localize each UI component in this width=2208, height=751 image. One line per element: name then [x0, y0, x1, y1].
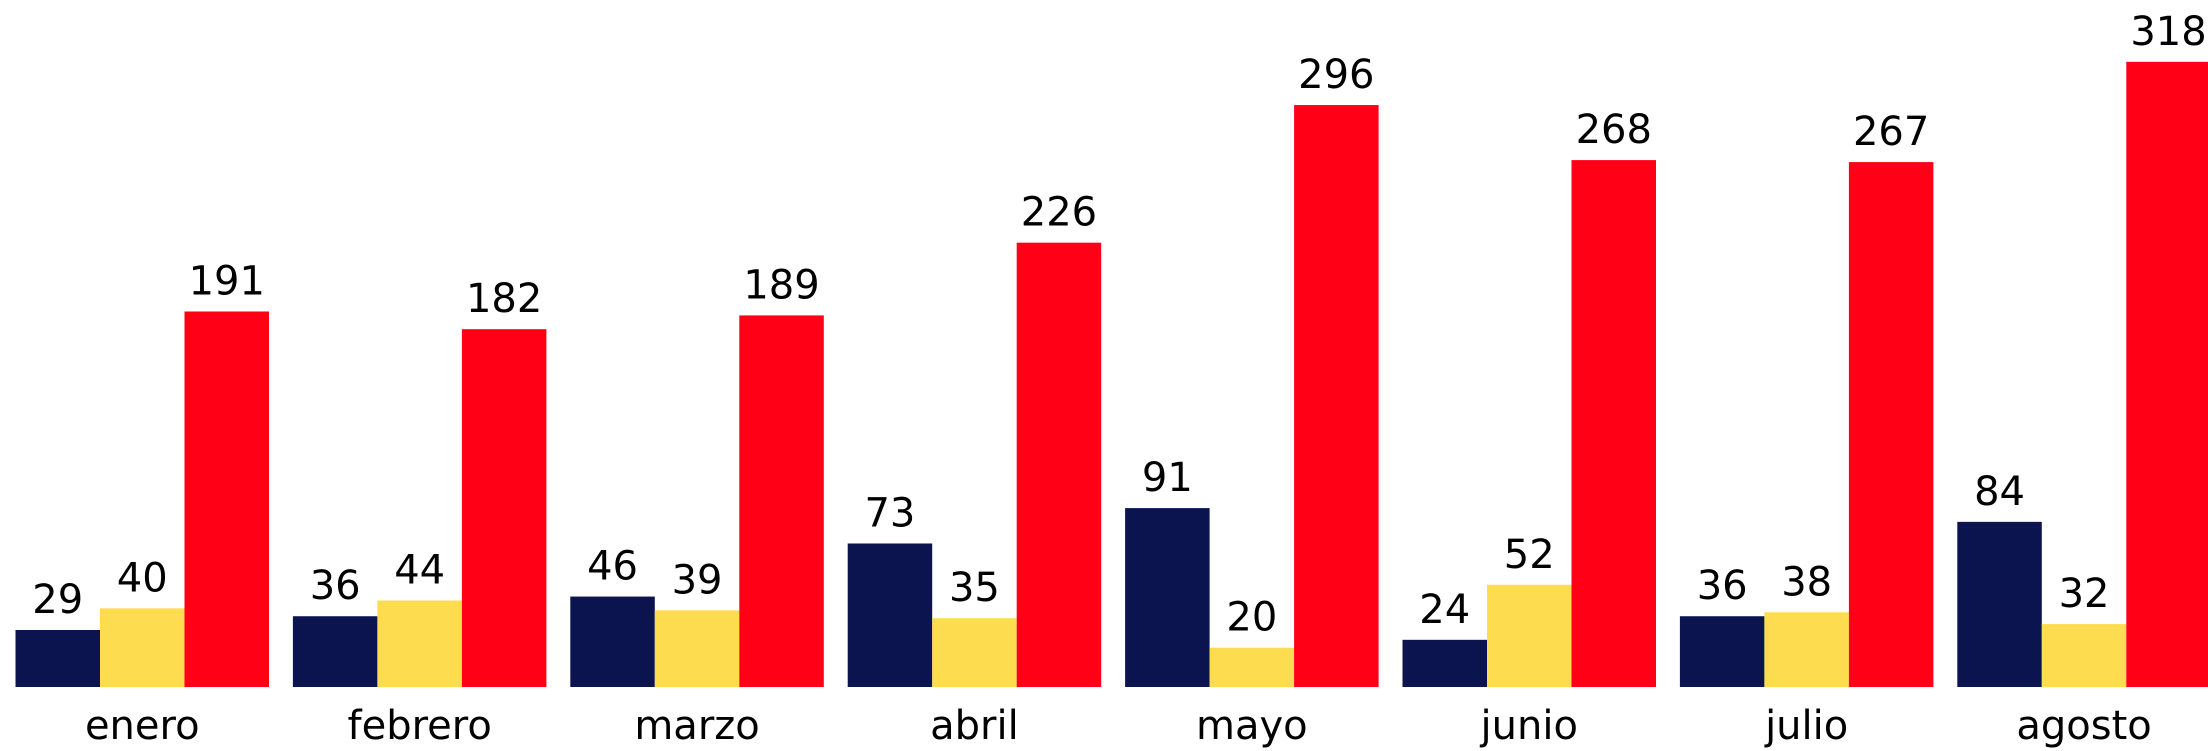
value-label: 191	[189, 258, 265, 304]
value-label: 46	[587, 544, 638, 590]
value-label: 318	[2130, 9, 2206, 55]
value-label: 40	[117, 555, 168, 601]
bar	[15, 629, 100, 687]
x-tick-label: agosto	[2016, 703, 2151, 749]
bar	[570, 596, 655, 687]
value-label: 44	[394, 547, 445, 593]
value-label: 268	[1576, 107, 1652, 153]
bar	[2041, 624, 2127, 687]
value-label: 20	[1226, 595, 1277, 641]
x-tick-label: mayo	[1196, 703, 1308, 749]
value-label: 24	[1419, 587, 1470, 633]
x-tick-label: enero	[85, 703, 200, 749]
value-label: 36	[310, 563, 361, 609]
value-label: 84	[1974, 469, 2025, 515]
bar	[1402, 639, 1487, 687]
bar	[1294, 105, 1379, 687]
value-label: 296	[1298, 52, 1374, 98]
value-label: 35	[949, 565, 1000, 611]
value-label: 29	[32, 577, 83, 623]
bar	[184, 311, 269, 687]
bar	[1957, 521, 2042, 687]
bar	[1016, 242, 1102, 687]
value-label: 189	[743, 262, 819, 308]
value-label: 36	[1697, 563, 1748, 609]
bar	[1679, 616, 1765, 687]
bar	[1487, 584, 1572, 687]
x-tick-label: junio	[1480, 703, 1578, 749]
bar	[1209, 647, 1295, 687]
x-tick-label: febrero	[348, 703, 492, 749]
value-label: 91	[1142, 455, 1193, 501]
value-label: 226	[1021, 190, 1097, 236]
bar	[932, 618, 1017, 687]
bar	[1764, 612, 1849, 687]
value-label: 182	[466, 276, 542, 322]
bar	[2126, 61, 2208, 687]
bar	[1571, 160, 1656, 687]
value-label: 39	[672, 557, 723, 603]
bar	[100, 608, 185, 687]
value-label: 38	[1781, 559, 1832, 605]
value-label: 52	[1504, 532, 1555, 578]
value-label: 32	[2059, 571, 2110, 617]
value-label: 267	[1853, 109, 1929, 155]
bar	[377, 600, 462, 687]
bar	[654, 610, 740, 687]
x-tick-label: abril	[930, 703, 1019, 749]
bar	[847, 543, 933, 687]
bar	[1125, 508, 1210, 687]
x-tick-label: julio	[1764, 703, 1848, 749]
bar	[292, 616, 378, 687]
bar	[461, 329, 547, 687]
bar	[739, 315, 824, 687]
value-label: 73	[864, 490, 915, 536]
x-tick-label: marzo	[634, 703, 759, 749]
bar	[1848, 162, 1934, 687]
